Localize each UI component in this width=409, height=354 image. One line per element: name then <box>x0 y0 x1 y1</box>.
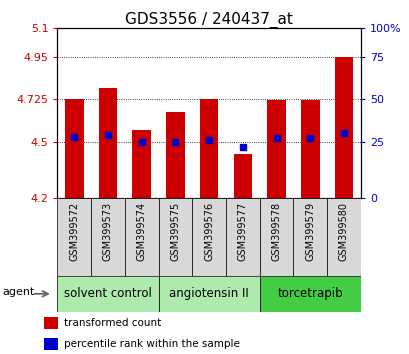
Bar <box>225 198 259 276</box>
Bar <box>199 99 218 198</box>
Text: GSM399574: GSM399574 <box>136 202 146 261</box>
Bar <box>326 198 360 276</box>
Text: GSM399578: GSM399578 <box>271 202 281 261</box>
Text: GSM399580: GSM399580 <box>338 202 348 261</box>
Bar <box>65 99 83 198</box>
Text: GSM399579: GSM399579 <box>304 202 315 261</box>
Bar <box>44 338 57 350</box>
Bar <box>57 276 158 312</box>
Text: angiotensin II: angiotensin II <box>169 287 248 300</box>
Bar <box>91 198 124 276</box>
Text: agent: agent <box>3 287 35 297</box>
Bar <box>166 112 184 198</box>
Text: GSM399575: GSM399575 <box>170 202 180 261</box>
Bar <box>132 130 151 198</box>
Text: GSM399573: GSM399573 <box>103 202 113 261</box>
Text: torcetrapib: torcetrapib <box>277 287 342 300</box>
Text: GSM399577: GSM399577 <box>237 202 247 261</box>
Title: GDS3556 / 240437_at: GDS3556 / 240437_at <box>125 12 292 28</box>
Bar <box>259 198 293 276</box>
Bar <box>99 88 117 198</box>
Bar <box>300 100 319 198</box>
Bar <box>158 276 259 312</box>
Bar <box>192 198 225 276</box>
Bar <box>158 198 192 276</box>
Bar <box>293 198 326 276</box>
Bar <box>267 100 285 198</box>
Text: transformed count: transformed count <box>64 318 161 327</box>
Text: solvent control: solvent control <box>64 287 151 300</box>
Bar <box>259 276 360 312</box>
Bar <box>44 316 57 329</box>
Text: percentile rank within the sample: percentile rank within the sample <box>64 339 240 349</box>
Bar <box>233 154 252 198</box>
Text: GSM399576: GSM399576 <box>204 202 213 261</box>
Text: GSM399572: GSM399572 <box>69 202 79 261</box>
Bar <box>334 57 353 198</box>
Bar <box>124 198 158 276</box>
Bar <box>57 198 91 276</box>
